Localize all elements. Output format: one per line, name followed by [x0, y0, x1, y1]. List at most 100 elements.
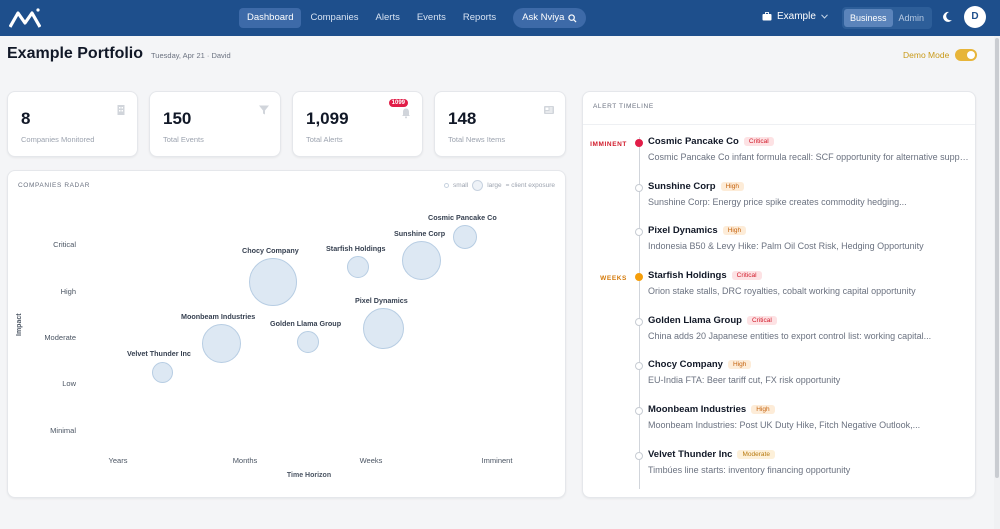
timeline-dot — [635, 273, 643, 281]
stat-card-events[interactable]: 150 Total Events — [149, 91, 281, 157]
bubble-pixel-dynamics[interactable] — [363, 308, 404, 349]
company-name: Moonbeam Industries — [648, 404, 747, 415]
mode-admin[interactable]: Admin — [898, 13, 925, 23]
stat-card-news[interactable]: 148 Total News Items — [434, 91, 566, 157]
y-tick-moderate: Moderate — [44, 333, 76, 342]
timeline-item-desc: Orion stake stalls, DRC royalties, cobal… — [648, 286, 916, 296]
timeline-item[interactable]: Moonbeam Industries High Moonbeam Industr… — [583, 402, 975, 442]
building-icon — [117, 105, 125, 115]
legend-note: = client exposure — [505, 182, 555, 189]
y-tick-minimal: Minimal — [50, 426, 76, 435]
ask-nviya-button[interactable]: Ask Nviya — [513, 8, 587, 28]
timeline-item[interactable]: Starfish Holdings Critical Orion stake st… — [583, 268, 975, 308]
radar-legend: small large = client exposure — [444, 180, 555, 191]
severity-badge: High — [720, 182, 744, 191]
page-title: Example Portfolio — [7, 45, 144, 62]
bubble-label: Chocy Company — [242, 246, 299, 255]
severity-badge: Critical — [746, 316, 777, 325]
severity-badge: Moderate — [737, 450, 775, 459]
severity-badge: High — [722, 226, 747, 235]
bubble-starfish-holdings[interactable] — [347, 256, 369, 278]
moon-icon[interactable] — [941, 11, 953, 23]
timeline-item[interactable]: Chocy Company High EU-India FTA: Beer tar… — [583, 357, 975, 397]
stat-card-companies[interactable]: 8 Companies Monitored — [7, 91, 138, 157]
bubble-cosmic-pancake-co[interactable] — [453, 225, 477, 249]
top-navbar: Dashboard Companies Alerts Events Report… — [0, 0, 1000, 36]
stat-value: 148 — [448, 109, 477, 128]
stat-label: Total Alerts — [306, 135, 343, 144]
stat-value: 1,099 — [306, 109, 349, 128]
legend-small-swatch — [444, 183, 450, 188]
page-scrollbar-thumb[interactable] — [995, 38, 999, 478]
severity-badge: Critical — [743, 137, 774, 146]
mode-toggle: Business Admin — [842, 7, 932, 29]
legend-small-label: small — [453, 182, 469, 189]
workspace-name: Example — [777, 11, 816, 22]
company-name: Chocy Company — [648, 359, 723, 370]
bubble-label: Golden Llama Group — [270, 319, 342, 328]
nav-alerts[interactable]: Alerts — [375, 12, 400, 23]
avatar[interactable]: D — [964, 6, 986, 28]
company-name: Starfish Holdings — [648, 270, 727, 281]
stat-value: 150 — [163, 109, 192, 128]
timeline-item-title: Sunshine Corp High — [648, 181, 744, 192]
timeline-item-desc: Sunshine Corp: Energy price spike create… — [648, 197, 907, 207]
company-name: Cosmic Pancake Co — [648, 136, 739, 147]
y-axis-title: Impact — [16, 313, 23, 336]
logo-icon[interactable] — [9, 7, 41, 29]
timeline-item[interactable]: Cosmic Pancake Co Critical Cosmic Pancake… — [583, 134, 975, 174]
filter-icon — [259, 105, 269, 115]
legend-large-swatch — [472, 180, 484, 191]
timeline-item-desc: China adds 20 Japanese entities to expor… — [648, 331, 932, 341]
timeline-item-title: Cosmic Pancake Co Critical — [648, 136, 774, 147]
timeline-item-desc: Cosmic Pancake Co infant formula recall:… — [648, 152, 970, 162]
stat-card-alerts[interactable]: 1,099 Total Alerts 1099 — [292, 91, 423, 157]
timeline-item-desc: Indonesia B50 & Levy Hike: Palm Oil Cost… — [648, 241, 924, 251]
zone-imminent: IMMINENT — [590, 141, 627, 148]
timeline-item[interactable]: Sunshine Corp High Sunshine Corp: Energy … — [583, 179, 975, 219]
bubble-chocy-company[interactable] — [249, 258, 297, 306]
x-tick-weeks: Weeks — [359, 456, 383, 465]
y-tick-critical: Critical — [53, 240, 76, 249]
timeline-item-title: Velvet Thunder Inc Moderate — [648, 449, 775, 460]
timeline-item[interactable]: Pixel Dynamics High Indonesia B50 & Levy … — [583, 223, 975, 263]
bubble-label: Pixel Dynamics — [355, 296, 408, 305]
timeline-dot — [635, 318, 643, 326]
company-name: Velvet Thunder Inc — [648, 449, 733, 460]
bubble-golden-llama-group[interactable] — [297, 331, 319, 353]
bubble-label: Velvet Thunder Inc — [127, 349, 191, 358]
timeline-title: ALERT TIMELINE — [593, 103, 654, 110]
timeline-item-desc: Moonbeam Industries: Post UK Duty Hike, … — [648, 420, 921, 430]
workspace-selector[interactable]: Example — [762, 11, 828, 22]
nav-events[interactable]: Events — [416, 12, 446, 23]
nav-reports[interactable]: Reports — [462, 12, 497, 23]
main-nav: Dashboard Companies Alerts Events Report… — [239, 7, 587, 29]
timeline-dot — [635, 139, 643, 147]
stat-label: Companies Monitored — [21, 135, 95, 144]
x-axis-title: Time Horizon — [286, 472, 332, 479]
bubble-velvet-thunder-inc[interactable] — [152, 362, 173, 383]
stat-label: Total Events — [163, 135, 204, 144]
timeline-dot — [635, 452, 643, 460]
bell-icon — [402, 108, 410, 119]
bubble-label: Starfish Holdings — [326, 244, 386, 253]
nav-companies[interactable]: Companies — [310, 12, 359, 23]
timeline-item[interactable]: Velvet Thunder Inc Moderate Timbúes line … — [583, 447, 975, 487]
severity-badge: High — [751, 405, 775, 414]
bubble-label: Sunshine Corp — [394, 229, 446, 238]
stat-label: Total News Items — [448, 135, 506, 144]
company-name: Golden Llama Group — [648, 315, 742, 326]
nav-dashboard[interactable]: Dashboard — [239, 8, 302, 28]
timeline-item[interactable]: Golden Llama Group Critical China adds 20… — [583, 313, 975, 353]
mode-business[interactable]: Business — [844, 9, 893, 27]
timeline-dot — [635, 228, 643, 236]
x-tick-months: Months — [232, 456, 258, 465]
bubble-moonbeam-industries[interactable] — [202, 324, 241, 363]
bubble-sunshine-corp[interactable] — [402, 241, 441, 280]
stat-value: 8 — [21, 109, 31, 128]
bubble-label: Cosmic Pancake Co — [428, 213, 497, 222]
x-tick-years: Years — [108, 456, 128, 465]
timeline-dot — [635, 362, 643, 370]
timeline-item-title: Golden Llama Group Critical — [648, 315, 777, 326]
demo-mode-switch[interactable] — [955, 49, 977, 61]
